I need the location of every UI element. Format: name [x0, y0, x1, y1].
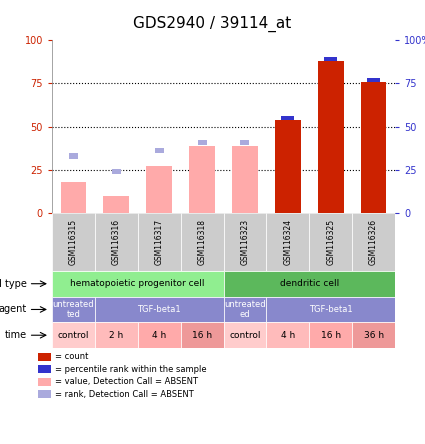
Text: = percentile rank within the sample: = percentile rank within the sample: [55, 365, 207, 374]
Bar: [181, 322, 224, 348]
Bar: [61, 182, 86, 213]
Text: 4 h: 4 h: [280, 331, 295, 340]
Text: 16 h: 16 h: [192, 331, 212, 340]
Text: hematopoietic progenitor cell: hematopoietic progenitor cell: [71, 279, 205, 288]
Bar: [309, 213, 352, 271]
Bar: [181, 213, 224, 271]
Bar: [318, 61, 343, 213]
Bar: [241, 139, 249, 145]
Bar: [266, 297, 395, 322]
Text: = rank, Detection Call = ABSENT: = rank, Detection Call = ABSENT: [55, 390, 194, 399]
Text: 4 h: 4 h: [152, 331, 166, 340]
Text: GSM116324: GSM116324: [283, 219, 292, 265]
Text: 16 h: 16 h: [320, 331, 341, 340]
Bar: [95, 297, 224, 322]
Bar: [95, 213, 138, 271]
Bar: [275, 119, 300, 213]
Bar: [281, 116, 294, 119]
Bar: [103, 196, 129, 213]
Bar: [367, 78, 380, 82]
Bar: [112, 169, 121, 174]
Text: untreated
ted: untreated ted: [53, 300, 94, 319]
Text: 36 h: 36 h: [363, 331, 384, 340]
Text: GSM116325: GSM116325: [326, 219, 335, 265]
Text: GSM116317: GSM116317: [155, 219, 164, 265]
Text: TGF-beta1: TGF-beta1: [137, 305, 181, 314]
Bar: [224, 271, 395, 297]
Bar: [155, 148, 164, 153]
Text: GSM116318: GSM116318: [198, 219, 207, 265]
Text: control: control: [229, 331, 261, 340]
Text: time: time: [4, 330, 26, 340]
Text: GSM116326: GSM116326: [369, 219, 378, 265]
Bar: [52, 271, 224, 297]
Text: agent: agent: [0, 305, 26, 314]
Text: = count: = count: [55, 353, 89, 361]
Bar: [309, 322, 352, 348]
Bar: [138, 213, 181, 271]
Bar: [138, 322, 181, 348]
Bar: [189, 146, 215, 213]
Bar: [324, 57, 337, 61]
Bar: [232, 146, 258, 213]
Bar: [266, 322, 309, 348]
Text: GSM116315: GSM116315: [69, 219, 78, 265]
Bar: [146, 166, 172, 213]
Bar: [198, 139, 207, 145]
Text: GDS2940 / 39114_at: GDS2940 / 39114_at: [133, 16, 292, 32]
Bar: [52, 297, 95, 322]
Bar: [361, 82, 386, 213]
Bar: [352, 322, 395, 348]
Bar: [224, 322, 266, 348]
Bar: [224, 297, 266, 322]
Text: GSM116323: GSM116323: [241, 219, 249, 265]
Bar: [266, 213, 309, 271]
Bar: [352, 213, 395, 271]
Text: GSM116316: GSM116316: [112, 219, 121, 265]
Text: control: control: [58, 331, 89, 340]
Text: TGF-beta1: TGF-beta1: [309, 305, 352, 314]
Bar: [69, 153, 78, 159]
Text: dendritic cell: dendritic cell: [280, 279, 339, 288]
Text: untreated
ed: untreated ed: [224, 300, 266, 319]
Bar: [224, 213, 266, 271]
Text: 2 h: 2 h: [109, 331, 123, 340]
Bar: [52, 213, 95, 271]
Bar: [95, 322, 138, 348]
Text: = value, Detection Call = ABSENT: = value, Detection Call = ABSENT: [55, 377, 198, 386]
Text: cell type: cell type: [0, 279, 26, 289]
Bar: [52, 322, 95, 348]
